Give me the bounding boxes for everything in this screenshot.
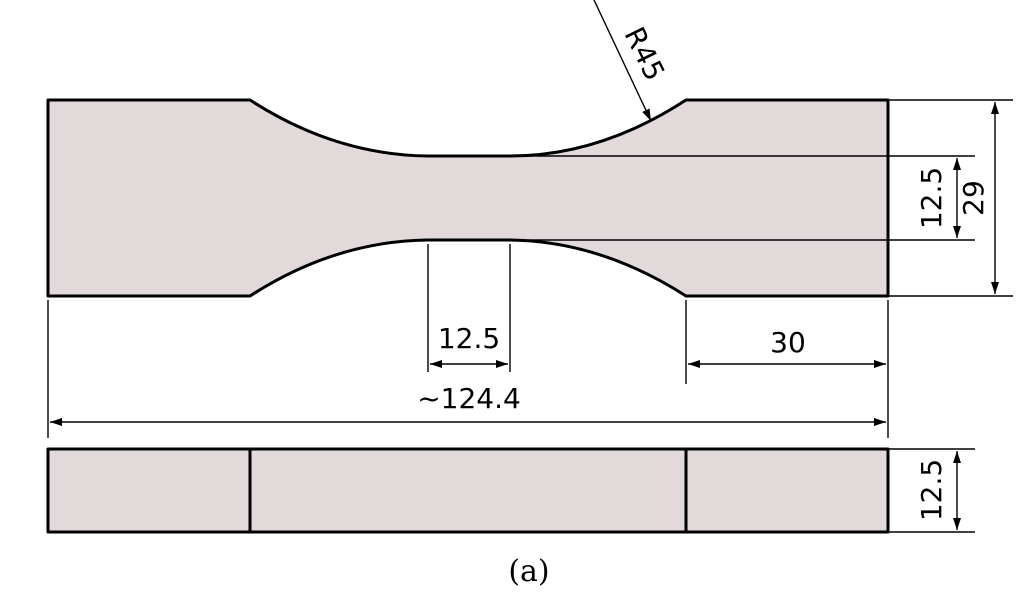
dim-line-radius: [593, 0, 652, 122]
label-gauge-length: 12.5: [438, 322, 500, 355]
label-grip-width: 29: [957, 180, 990, 216]
specimen-top-view: [46, 98, 890, 298]
label-grip-length: 30: [770, 326, 806, 359]
specimen-side-view: [46, 447, 890, 534]
label-gauge-width: 12.5: [915, 167, 948, 229]
figure-caption: (a): [508, 554, 549, 589]
label-thickness: 12.5: [915, 459, 948, 521]
label-total-length: ~124.4: [417, 382, 521, 415]
label-radius: R45: [618, 22, 672, 86]
